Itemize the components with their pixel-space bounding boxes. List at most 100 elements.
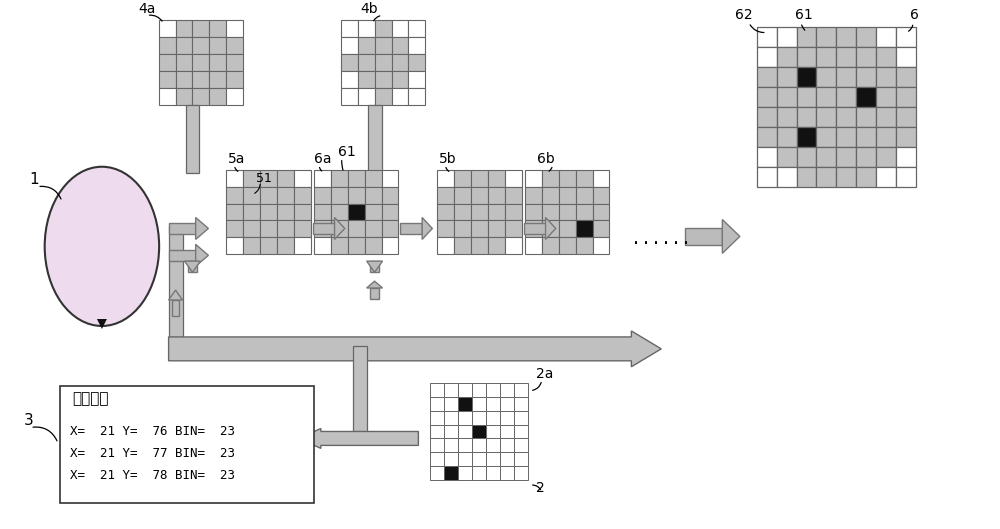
Bar — [816, 147, 836, 167]
Bar — [444, 382, 458, 397]
Bar — [358, 38, 375, 54]
Bar — [314, 238, 331, 254]
Bar — [444, 411, 458, 424]
Bar — [392, 88, 408, 105]
Bar — [876, 147, 896, 167]
Bar — [192, 88, 209, 105]
Text: 配置文件: 配置文件 — [72, 391, 109, 407]
Bar — [514, 424, 528, 439]
Bar — [757, 28, 777, 47]
Bar — [559, 221, 576, 238]
Text: 4b: 4b — [361, 3, 378, 16]
Bar — [559, 204, 576, 221]
Bar — [192, 38, 209, 54]
Bar — [358, 71, 375, 88]
Bar — [856, 87, 876, 107]
Bar — [488, 238, 505, 254]
Bar — [277, 238, 294, 254]
Bar — [375, 54, 392, 71]
Bar — [471, 238, 488, 254]
Bar — [593, 238, 609, 254]
Bar — [856, 67, 876, 87]
Bar — [458, 397, 472, 411]
Bar — [514, 466, 528, 480]
Bar — [486, 452, 500, 466]
Bar — [365, 221, 382, 238]
Bar — [375, 88, 392, 105]
Bar — [876, 47, 896, 67]
Bar — [559, 170, 576, 187]
Bar — [368, 105, 382, 172]
Bar — [472, 424, 486, 439]
Bar — [816, 107, 836, 127]
Bar — [430, 424, 444, 439]
Bar — [458, 382, 472, 397]
Bar — [226, 38, 243, 54]
Text: 5b: 5b — [439, 152, 457, 166]
Bar — [331, 238, 348, 254]
Bar — [757, 67, 777, 87]
Bar — [348, 170, 365, 187]
Bar — [341, 54, 358, 71]
Bar — [331, 221, 348, 238]
Bar — [430, 397, 444, 411]
Bar — [341, 71, 358, 88]
Bar — [458, 424, 472, 439]
Bar — [226, 221, 243, 238]
Bar — [159, 88, 176, 105]
Bar — [392, 54, 408, 71]
Bar — [471, 187, 488, 204]
Bar — [876, 67, 896, 87]
Bar — [505, 238, 522, 254]
Text: 62: 62 — [735, 8, 752, 22]
Bar — [896, 107, 916, 127]
Bar — [444, 424, 458, 439]
Bar — [192, 21, 209, 38]
Bar — [836, 47, 856, 67]
Bar — [472, 382, 486, 397]
Bar — [514, 411, 528, 424]
Bar — [559, 238, 576, 254]
Bar — [505, 204, 522, 221]
Bar — [348, 187, 365, 204]
Bar — [313, 223, 335, 234]
Bar — [348, 204, 365, 221]
Bar — [437, 221, 454, 238]
Bar — [331, 170, 348, 187]
Bar — [856, 167, 876, 187]
Bar — [777, 167, 797, 187]
Bar — [454, 204, 471, 221]
Bar — [542, 221, 559, 238]
Bar — [797, 67, 816, 87]
Text: X=  21 Y=  76 BIN=  23: X= 21 Y= 76 BIN= 23 — [70, 425, 235, 439]
Bar — [159, 38, 176, 54]
Bar — [757, 167, 777, 187]
Bar — [500, 397, 514, 411]
Bar — [294, 187, 311, 204]
Bar — [294, 204, 311, 221]
Bar — [500, 439, 514, 452]
Bar — [260, 204, 277, 221]
Bar — [226, 187, 243, 204]
Bar — [260, 221, 277, 238]
Bar — [365, 170, 382, 187]
Bar — [542, 238, 559, 254]
Bar — [169, 226, 183, 346]
Bar — [816, 67, 836, 87]
Bar — [458, 411, 472, 424]
Bar — [209, 38, 226, 54]
Bar — [243, 238, 260, 254]
Bar — [454, 187, 471, 204]
Bar — [169, 223, 196, 234]
Bar — [816, 127, 836, 147]
FancyArrow shape — [169, 331, 661, 367]
Bar — [757, 127, 777, 147]
Bar — [542, 187, 559, 204]
Bar — [172, 300, 179, 316]
Bar — [797, 147, 816, 167]
Bar — [488, 204, 505, 221]
Bar — [472, 439, 486, 452]
Text: 6: 6 — [910, 8, 919, 22]
Bar — [777, 127, 797, 147]
Bar — [876, 127, 896, 147]
